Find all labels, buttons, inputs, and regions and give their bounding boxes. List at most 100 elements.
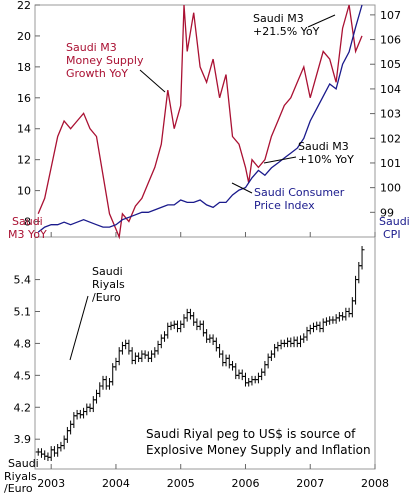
ohlc-bar: [242, 372, 248, 387]
ohlc-bar: [116, 347, 122, 366]
ohlc-bar: [255, 372, 261, 384]
ohlc-bar: [149, 350, 155, 363]
ohlc-bar: [356, 262, 362, 284]
y-left-tick-label: 16: [17, 92, 31, 105]
cpi-line-path: [37, 4, 363, 233]
ohlc-bar: [158, 334, 164, 349]
ohlc-bar: [333, 314, 339, 324]
ohlc-bar: [320, 318, 326, 333]
ohlc-bar: [210, 334, 216, 346]
ohlc-bar: [294, 336, 300, 348]
y-right-tick-label: 105: [380, 58, 401, 71]
ohlc-bar: [249, 375, 255, 386]
ohlc-bar: [236, 369, 242, 380]
ohlc-bar: [55, 443, 61, 457]
annotation-line: Growth YoY: [66, 67, 128, 80]
annotation-m3-21pct: Saudi M3 +21.5% YoY: [253, 12, 336, 38]
cpi-series-line: [37, 4, 363, 233]
ohlc-bar: [168, 321, 174, 331]
x-tick-label: 2008: [361, 477, 389, 490]
ohlc-bar: [87, 403, 93, 413]
ohlc-bar: [165, 322, 171, 339]
axis-title-line: /Euro: [4, 482, 33, 494]
y-left-tick-label: 20: [17, 30, 31, 43]
ohlc-bar: [77, 409, 83, 419]
axis-title-line: Riyals: [4, 470, 37, 483]
left-axis-title: Saudi M3 YoY: [8, 215, 47, 241]
ohlc-bar: [139, 350, 145, 363]
ohlc-bar: [288, 337, 294, 348]
y-left-tick-label: 14: [17, 123, 31, 136]
ohlc-bar: [171, 320, 177, 330]
ohlc-bar: [119, 341, 125, 355]
ohlc-bar: [42, 450, 48, 460]
ohlc-bar: [346, 307, 352, 318]
annotation-line: +10% YoY: [298, 153, 354, 166]
ohlc-bar: [220, 350, 226, 367]
y-tick-label: 4.5: [14, 369, 32, 382]
annotation-pointer: [231, 182, 253, 194]
top-panel-frame: [34, 4, 376, 238]
ohlc-bar: [100, 375, 106, 390]
ohlc-bar: [94, 389, 100, 404]
y-right-tick-label: 104: [380, 83, 401, 96]
ohlc-bar: [74, 409, 80, 420]
note-line: Saudi Riyal peg to US$ is source of: [146, 427, 356, 441]
annotation-line: Saudi M3: [66, 41, 117, 54]
annotation-line: Saudi M3: [253, 12, 304, 25]
top-left-axis-ticks: 22 20 18 16 14 12 10 8: [17, 0, 40, 229]
annotation-line: Money Supply: [66, 54, 144, 67]
annotation-pointer: [263, 156, 297, 164]
ohlc-bar: [181, 314, 187, 328]
ohlc-bar: [90, 396, 96, 413]
y-tick-label: 5.1: [14, 305, 32, 318]
ohlc-bar: [194, 318, 200, 331]
ohlc-bar: [246, 378, 252, 387]
ohlc-bar: [45, 452, 51, 462]
y-tick-label: 4.8: [14, 337, 32, 350]
annotation-m3-money-supply: Saudi M3 Money Supply Growth YoY: [66, 41, 166, 93]
bottom-axis-title: Saudi Riyals /Euro: [4, 457, 39, 494]
y-left-tick-label: 8: [24, 216, 31, 229]
x-tick-label: 2006: [231, 477, 259, 490]
ohlc-bar: [349, 297, 355, 318]
note-line: Explosive Money Supply and Inflation: [146, 443, 371, 457]
ohlc-bar: [162, 331, 168, 342]
ohlc-bar: [152, 347, 158, 358]
ohlc-bar: [48, 446, 54, 462]
ohlc-bar: [106, 378, 112, 390]
annotation-m3-10pct: Saudi M3 +10% YoY: [263, 140, 354, 166]
y-tick-label: 4.2: [14, 401, 32, 414]
m3-line-path: [37, 4, 363, 240]
ohlc-bar: [207, 334, 213, 343]
ohlc-bar: [304, 326, 310, 341]
y-right-tick-label: 106: [380, 34, 401, 47]
ohlc-bar: [359, 246, 365, 270]
ohlc-bar: [278, 339, 284, 350]
ohlc-bar: [285, 337, 291, 348]
ohlc-bar: [226, 354, 232, 369]
right-axis-title: Saudi CPI: [379, 215, 410, 241]
y-left-tick-label: 10: [17, 185, 31, 198]
ohlc-bar: [336, 312, 342, 322]
annotation-line: Saudi Consumer: [254, 186, 345, 199]
ohlc-bar: [265, 353, 271, 369]
x-tick-label: 2004: [102, 477, 130, 490]
ohlc-bar: [223, 354, 229, 367]
annotation-cpi: Saudi Consumer Price Index: [231, 182, 345, 212]
ohlc-bar: [272, 343, 278, 358]
ohlc-bar: [191, 312, 197, 326]
ohlc-bar: [81, 407, 87, 419]
ohlc-bar: [132, 352, 138, 365]
ohlc-bar: [97, 382, 103, 398]
ohlc-bar: [343, 307, 349, 321]
axis-title-line: Saudi: [379, 215, 410, 228]
ohlc-bar: [298, 335, 304, 348]
annotation-pointer: [69, 295, 89, 361]
ohlc-bar: [64, 426, 70, 443]
y-tick-label: 3.9: [14, 433, 32, 446]
ohlc-bar: [51, 446, 57, 457]
ohlc-bar: [38, 448, 44, 458]
ohlc-bar: [217, 343, 223, 358]
